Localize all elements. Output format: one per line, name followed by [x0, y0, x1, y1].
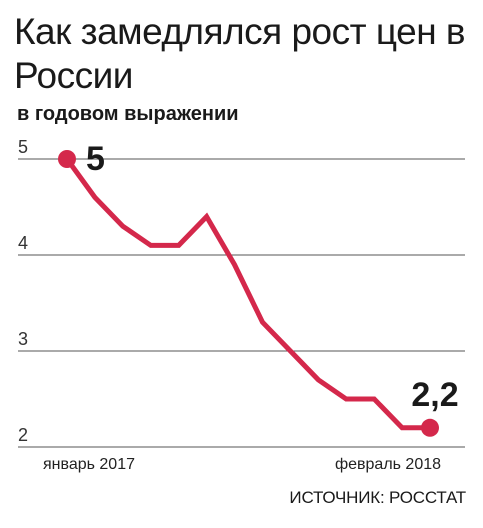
y-tick-label-5: 5: [18, 137, 28, 157]
y-tick-label-2: 2: [18, 425, 28, 445]
chart-subtitle: в годовом выражении: [17, 103, 239, 125]
data-label-end: 2,2: [411, 376, 458, 414]
source-note: ИСТОЧНИК: РОССТАТ: [289, 488, 466, 507]
x-tick-label-start: январь 2017: [43, 456, 135, 473]
data-point-13: [421, 418, 439, 437]
chart-title: Как замедлялся рост цен в России: [14, 11, 466, 96]
y-tick-label-3: 3: [18, 329, 28, 349]
y-tick-label-4: 4: [18, 233, 28, 253]
series-line: [64, 157, 430, 431]
data-point-0: [58, 150, 76, 168]
x-tick-label-end: февраль 2018: [335, 456, 441, 473]
data-label-start: 5: [86, 140, 105, 178]
